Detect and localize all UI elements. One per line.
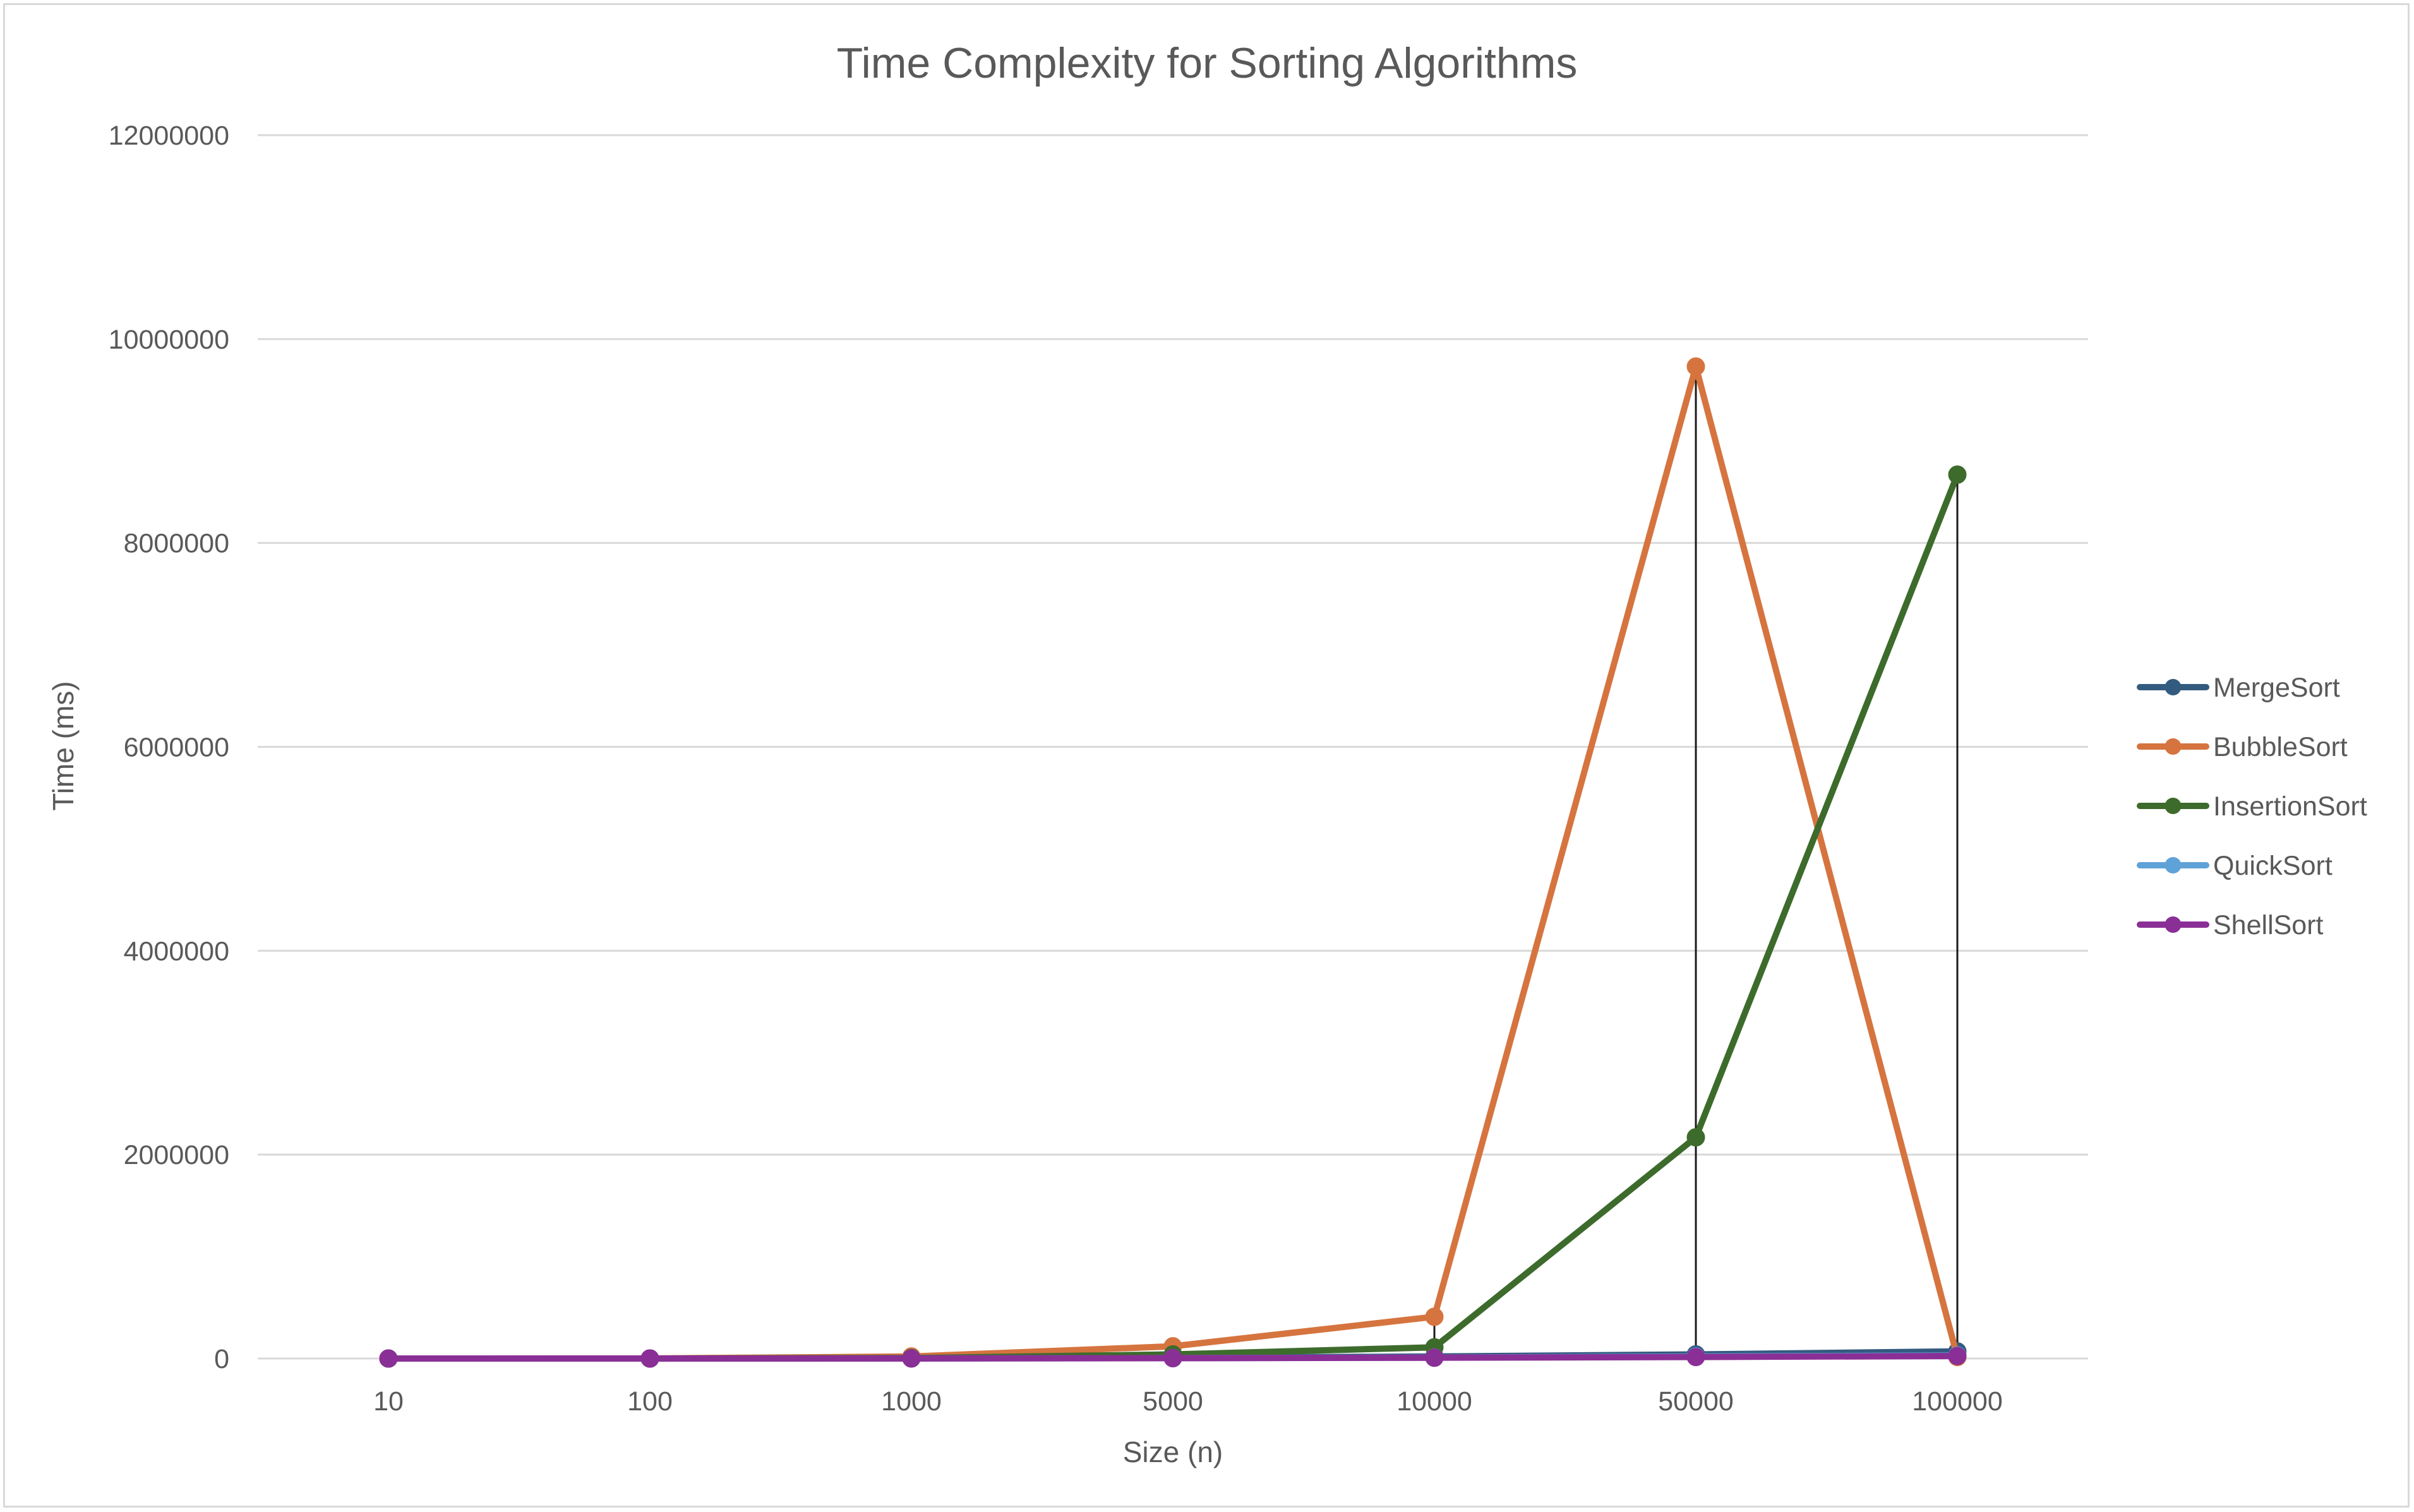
x-axis-ticks: 10 100 1000 5000 10000 50000 100000 — [373, 1386, 2003, 1417]
y-tick-label: 10000000 — [109, 325, 229, 355]
legend: MergeSort BubbleSort InsertionSort QuickSor… — [2137, 673, 2367, 940]
x-tick-label: 100 — [627, 1386, 673, 1417]
legend-label: InsertionSort — [2213, 791, 2367, 822]
legend-item-bubblesort[interactable]: BubbleSort — [2137, 732, 2348, 762]
chart-area: Time Complexity for Sorting Algorithms T… — [3, 3, 2410, 1508]
y-axis-ticks: 0 2000000 4000000 6000000 8000000 10000000 120… — [109, 121, 229, 1374]
data-point-shellsort[interactable] — [640, 1349, 659, 1368]
chart-title: Time Complexity for Sorting Algorithms — [837, 39, 1578, 87]
legend-item-shellsort[interactable]: ShellSort — [2137, 910, 2324, 940]
y-tick-label: 8000000 — [124, 529, 229, 559]
x-tick-label: 5000 — [1143, 1386, 1203, 1417]
legend-marker — [2165, 916, 2182, 933]
data-point-bubblesort[interactable] — [1686, 357, 1705, 376]
data-point-shellsort[interactable] — [379, 1349, 398, 1368]
legend-marker — [2165, 679, 2182, 695]
y-tick-label: 12000000 — [109, 121, 229, 151]
drop-lines — [1172, 366, 1959, 1359]
legend-item-mergesort[interactable]: MergeSort — [2137, 673, 2340, 703]
legend-label: QuickSort — [2213, 851, 2333, 881]
series-lines — [379, 357, 1967, 1368]
series-line-insertionsort — [385, 471, 1961, 1362]
y-axis-title: Time (ms) — [47, 681, 80, 810]
data-point-insertionsort[interactable] — [1686, 1128, 1705, 1147]
data-point-shellsort[interactable] — [1686, 1348, 1705, 1367]
x-axis-title: Size (n) — [1123, 1436, 1223, 1468]
x-tick-label: 10 — [373, 1386, 404, 1417]
series-insertionsort — [379, 465, 1967, 1368]
data-point-shellsort[interactable] — [1425, 1348, 1444, 1367]
legend-marker — [2165, 798, 2182, 814]
legend-label: ShellSort — [2213, 910, 2324, 940]
series-line-bubblesort — [385, 363, 1961, 1362]
legend-label: MergeSort — [2213, 673, 2340, 703]
legend-marker — [2165, 857, 2182, 873]
legend-label: BubbleSort — [2213, 732, 2348, 762]
y-tick-label: 0 — [214, 1344, 229, 1374]
y-tick-label: 4000000 — [124, 936, 229, 966]
data-point-bubblesort[interactable] — [1425, 1307, 1444, 1326]
x-tick-label: 100000 — [1912, 1386, 2003, 1417]
x-tick-label: 1000 — [881, 1386, 942, 1417]
series-shellsort — [379, 1347, 1967, 1368]
data-point-shellsort[interactable] — [1163, 1348, 1182, 1367]
legend-marker — [2165, 738, 2182, 755]
data-point-shellsort[interactable] — [902, 1349, 921, 1368]
gridlines — [258, 134, 2088, 1360]
y-tick-label: 6000000 — [124, 733, 229, 763]
line-chart: Time Complexity for Sorting Algorithms T… — [47, 39, 2367, 1468]
legend-item-insertionsort[interactable]: InsertionSort — [2137, 791, 2367, 822]
series-bubblesort — [379, 357, 1967, 1368]
data-point-insertionsort[interactable] — [1948, 465, 1967, 484]
x-tick-label: 10000 — [1396, 1386, 1472, 1417]
y-tick-label: 2000000 — [124, 1140, 229, 1170]
legend-item-quicksort[interactable]: QuickSort — [2137, 851, 2333, 881]
x-tick-label: 50000 — [1658, 1386, 1734, 1417]
data-point-shellsort[interactable] — [1948, 1347, 1967, 1365]
